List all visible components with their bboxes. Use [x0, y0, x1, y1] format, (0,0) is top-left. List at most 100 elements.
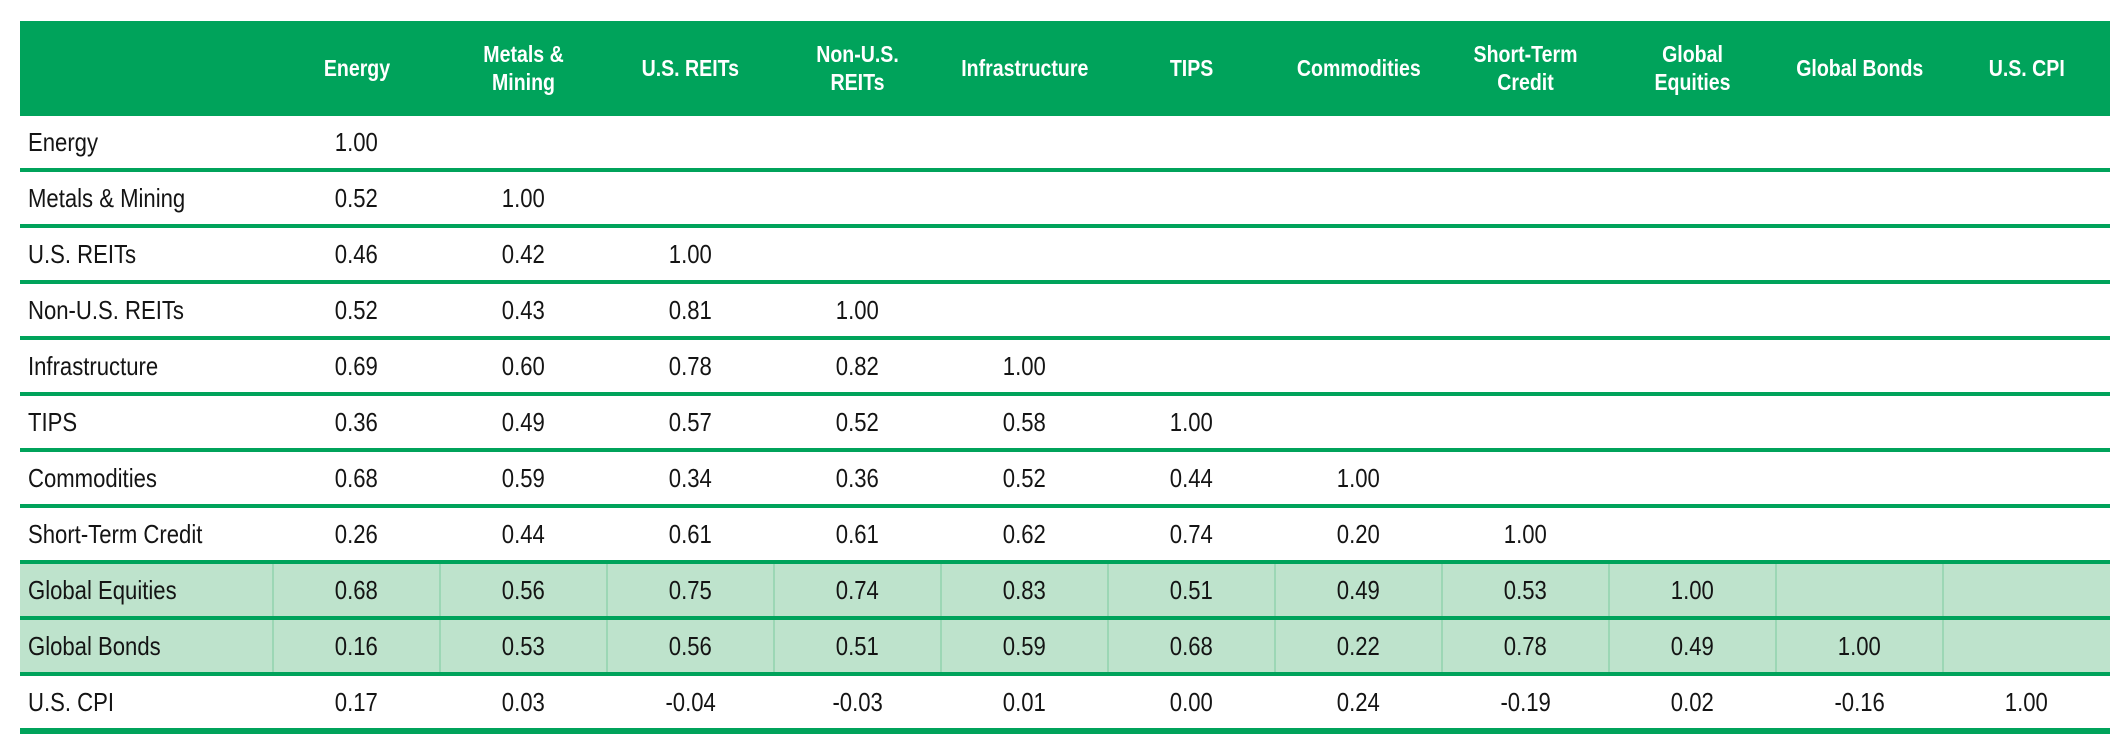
header-row: Energy Metals & Mining U.S. REITs Non-U.S. … — [20, 21, 2110, 116]
matrix-cell — [1108, 338, 1275, 396]
column-header: Short-Term Credit — [1442, 21, 1609, 116]
matrix-cell: 0.62 — [941, 506, 1108, 564]
matrix-cell: 1.00 — [774, 282, 941, 340]
matrix-cell: 0.68 — [272, 562, 440, 620]
matrix-cell — [1776, 394, 1943, 452]
matrix-cell — [1609, 226, 1776, 284]
matrix-cell: 0.56 — [606, 618, 774, 676]
matrix-cell: 0.52 — [273, 170, 440, 228]
row-label: Short-Term Credit — [20, 506, 273, 564]
matrix-cell — [1776, 282, 1943, 340]
matrix-cell — [1943, 282, 2110, 340]
column-header: Non-U.S. REITs — [774, 21, 941, 116]
matrix-cell: 0.44 — [1108, 450, 1275, 508]
matrix-cell: 0.02 — [1609, 674, 1776, 734]
matrix-cell — [1108, 116, 1275, 172]
matrix-cell — [941, 170, 1108, 228]
matrix-cell: 0.69 — [273, 338, 440, 396]
matrix-cell — [1442, 226, 1609, 284]
matrix-cell — [1275, 282, 1442, 340]
matrix-cell: 0.53 — [1441, 562, 1609, 620]
matrix-cell — [607, 170, 774, 228]
matrix-cell: 0.22 — [1274, 618, 1442, 676]
matrix-cell: 0.83 — [940, 562, 1108, 620]
row-label: Energy — [20, 116, 273, 172]
matrix-cell — [774, 116, 941, 172]
table-header: Energy Metals & Mining U.S. REITs Non-U.S. … — [20, 21, 2110, 116]
matrix-cell: 0.61 — [607, 506, 774, 564]
matrix-cell — [1275, 170, 1442, 228]
matrix-cell: 0.61 — [774, 506, 941, 564]
matrix-cell — [1275, 116, 1442, 172]
matrix-cell — [1943, 506, 2110, 564]
matrix-cell: 0.53 — [439, 618, 607, 676]
column-header: Infrastructure — [941, 21, 1108, 116]
matrix-cell — [1108, 282, 1275, 340]
matrix-cell: 0.57 — [607, 394, 774, 452]
matrix-cell: 0.24 — [1275, 674, 1442, 734]
matrix-cell: 0.82 — [774, 338, 941, 396]
matrix-cell — [1776, 116, 1943, 172]
matrix-cell — [607, 116, 774, 172]
matrix-cell — [1943, 116, 2110, 172]
matrix-cell: -0.16 — [1776, 674, 1943, 734]
matrix-cell: 0.68 — [273, 450, 440, 508]
matrix-cell: 0.16 — [272, 618, 440, 676]
matrix-cell: 0.51 — [773, 618, 941, 676]
table-row: Infrastructure 0.69 0.60 0.78 0.82 1.00 — [20, 338, 2110, 396]
matrix-cell — [1776, 450, 1943, 508]
matrix-cell — [1609, 338, 1776, 396]
matrix-cell — [1609, 450, 1776, 508]
matrix-cell — [941, 116, 1108, 172]
matrix-cell — [1275, 226, 1442, 284]
matrix-cell — [1442, 338, 1609, 396]
matrix-cell: 0.52 — [273, 282, 440, 340]
correlation-matrix-table: Energy Metals & Mining U.S. REITs Non-U.S. … — [20, 21, 2110, 734]
column-header: U.S. CPI — [1943, 21, 2110, 116]
table-row: Non-U.S. REITs 0.52 0.43 0.81 1.00 — [20, 282, 2110, 340]
matrix-cell: 0.36 — [774, 450, 941, 508]
matrix-cell: -0.04 — [607, 674, 774, 734]
matrix-cell: 0.20 — [1275, 506, 1442, 564]
matrix-cell: 0.01 — [941, 674, 1108, 734]
matrix-cell — [1108, 170, 1275, 228]
matrix-cell: 0.74 — [1108, 506, 1275, 564]
matrix-cell — [1776, 170, 1943, 228]
matrix-cell: 0.60 — [440, 338, 607, 396]
matrix-cell: -0.19 — [1442, 674, 1609, 734]
matrix-cell: 0.74 — [773, 562, 941, 620]
matrix-cell — [1775, 562, 1943, 620]
matrix-cell: 1.00 — [440, 170, 607, 228]
column-header: Metals & Mining — [440, 21, 607, 116]
row-label: U.S. REITs — [20, 226, 273, 284]
matrix-cell: 1.00 — [1275, 450, 1442, 508]
row-label: Infrastructure — [20, 338, 273, 396]
table-row: Global Bonds 0.16 0.53 0.56 0.51 0.59 0.68 0.22… — [20, 618, 2110, 676]
column-header: Commodities — [1275, 21, 1442, 116]
column-header: Global Bonds — [1776, 21, 1943, 116]
matrix-cell: 0.58 — [941, 394, 1108, 452]
matrix-cell: 0.34 — [607, 450, 774, 508]
matrix-cell: 0.49 — [440, 394, 607, 452]
matrix-cell — [774, 170, 941, 228]
matrix-cell: 0.17 — [273, 674, 440, 734]
matrix-cell — [1776, 338, 1943, 396]
matrix-cell: 1.00 — [273, 116, 440, 172]
matrix-cell — [1776, 226, 1943, 284]
matrix-cell: 1.00 — [1442, 506, 1609, 564]
column-header: Energy — [273, 21, 440, 116]
matrix-cell: 0.52 — [941, 450, 1108, 508]
matrix-cell: 1.00 — [941, 338, 1108, 396]
matrix-cell — [1943, 226, 2110, 284]
table-row: Metals & Mining 0.52 1.00 — [20, 170, 2110, 228]
matrix-cell: 0.52 — [774, 394, 941, 452]
matrix-cell — [1609, 282, 1776, 340]
matrix-cell — [1609, 170, 1776, 228]
matrix-cell — [941, 282, 1108, 340]
matrix-cell: 0.78 — [607, 338, 774, 396]
matrix-cell: 0.51 — [1107, 562, 1275, 620]
matrix-cell — [1442, 282, 1609, 340]
matrix-cell: 0.59 — [940, 618, 1108, 676]
matrix-cell — [1776, 506, 1943, 564]
matrix-cell: 0.49 — [1274, 562, 1442, 620]
